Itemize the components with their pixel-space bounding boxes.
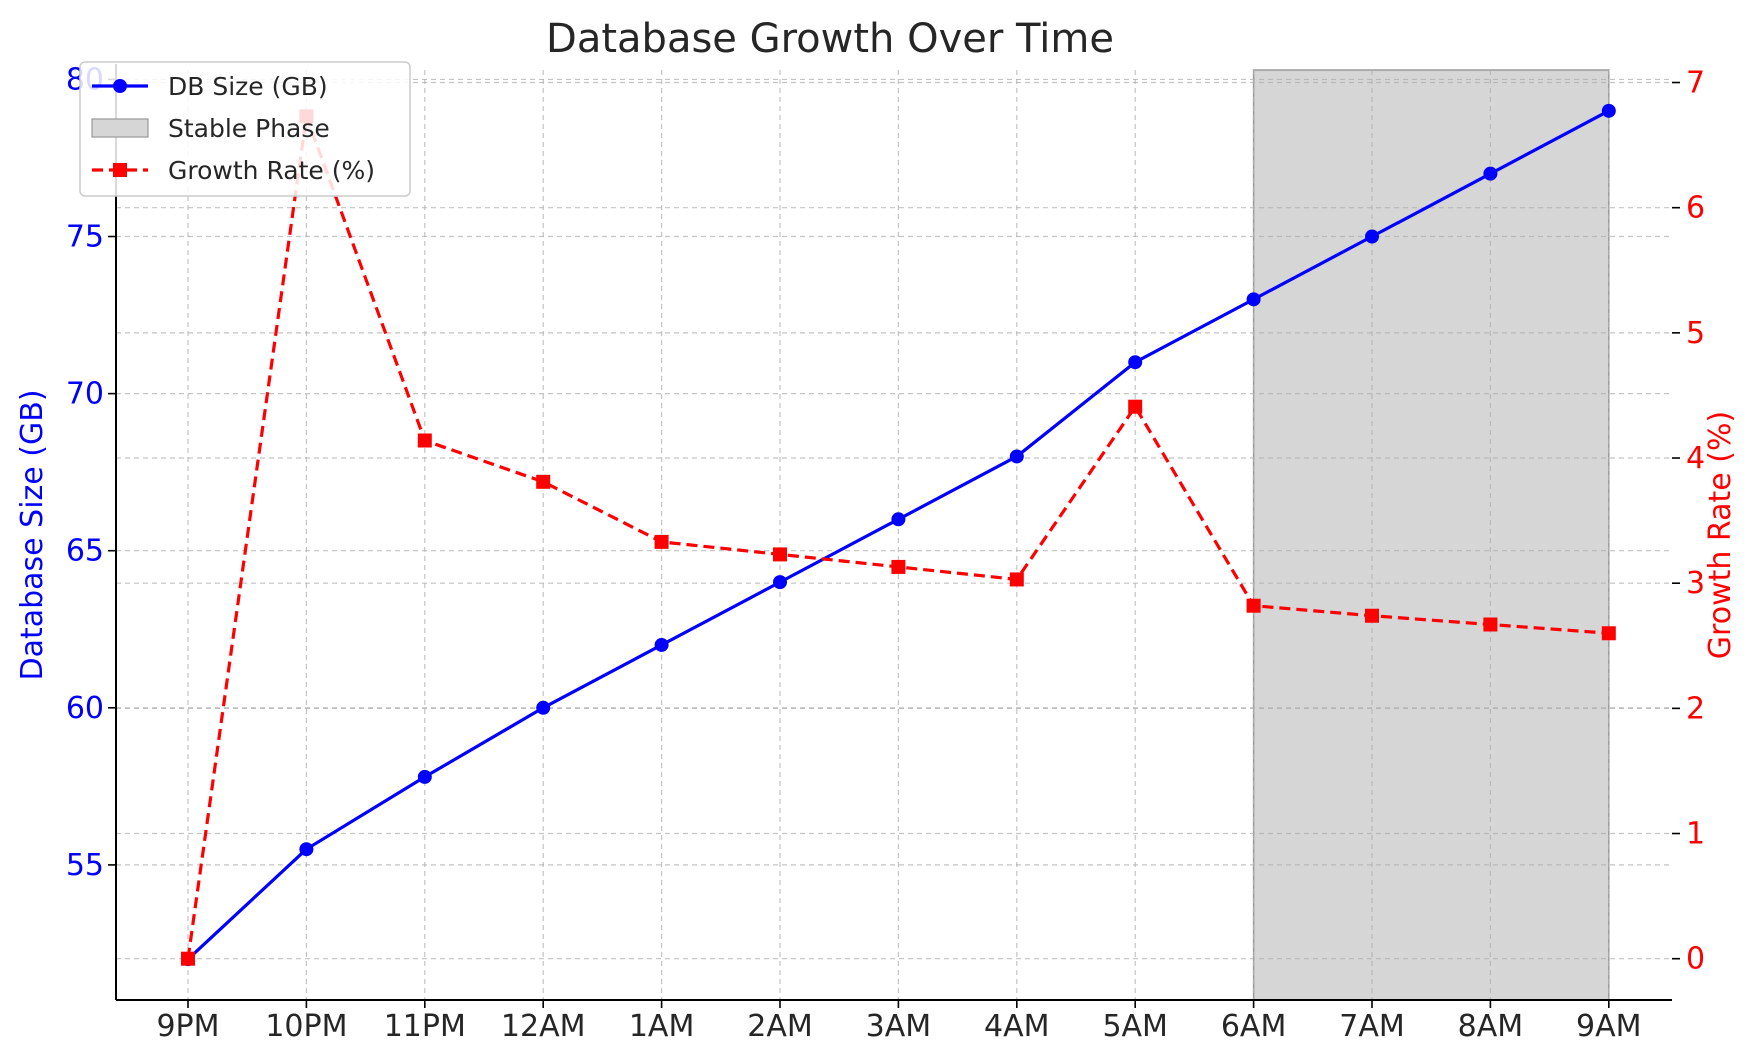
data-point [417,769,432,784]
data-point [536,700,551,715]
data-point [1009,572,1024,587]
y-right-tick-label: 4 [1686,441,1705,476]
series-layer [181,103,1616,967]
data-point [1246,292,1261,307]
legend-label: Stable Phase [168,114,330,143]
legend-swatch [91,118,149,138]
x-tick-label: 2AM [747,1009,813,1044]
data-point [654,637,669,652]
x-tick-label: 11PM [384,1009,466,1044]
data-point [1601,103,1616,118]
legend-marker [113,79,127,93]
y-right-tick-label: 3 [1686,566,1705,601]
x-tick-label: 1AM [629,1009,695,1044]
x-tick-label: 9PM [156,1009,219,1044]
x-tick-label: 6AM [1221,1009,1287,1044]
y-axis-left-label: Database Size (GB) [15,389,50,680]
legend-label: DB Size (GB) [168,72,328,101]
y-right-tick-label: 0 [1686,942,1705,977]
x-tick-label: 7AM [1339,1009,1405,1044]
y-left-tick-label: 65 [66,534,104,569]
y-left-tick-label: 70 [66,377,104,412]
y-right-tick-label: 5 [1686,316,1705,351]
data-point [417,433,432,448]
grid-layer [116,70,1672,1000]
data-point [773,547,787,562]
data-point [1246,598,1261,613]
y-left-tick-label: 60 [66,691,104,726]
y-right-tick-label: 2 [1686,691,1705,726]
x-tick-label: 8AM [1458,1009,1524,1044]
data-point [1009,449,1024,464]
data-point [654,534,669,549]
shaded-region [1252,69,1610,1001]
data-point [1128,355,1143,370]
data-point [536,474,551,489]
data-point [1601,626,1616,641]
data-point [181,951,195,966]
y-left-tick-label: 75 [66,220,104,255]
x-tick-label: 3AM [866,1009,932,1044]
legend-label: Growth Rate (%) [168,156,375,185]
x-tick-label: 5AM [1102,1009,1168,1044]
y-right-tick-label: 1 [1686,817,1705,852]
legend: DB Size (GB) Stable Phase Growth Rate (%) [79,61,411,197]
y-axis-right-label: Growth Rate (%) [1703,411,1738,659]
data-point [1483,617,1498,632]
data-point [773,575,787,590]
data-point [1483,166,1498,181]
x-tick-label: 10PM [265,1009,347,1044]
x-tick-label: 12AM [501,1009,586,1044]
shaded-region-layer [1252,69,1610,1001]
y-right-tick-label: 6 [1686,191,1705,226]
data-point [1365,229,1379,244]
chart-title: Database Growth Over Time [546,16,1114,62]
data-point [891,512,906,527]
legend-marker [113,163,127,177]
y-right-tick-label: 7 [1686,66,1705,101]
x-tick-label: 4AM [984,1009,1050,1044]
x-tick-label: 9AM [1576,1009,1642,1044]
data-point [299,842,314,857]
data-point [1365,608,1379,623]
legend-box [79,61,411,197]
y-left-tick-label: 55 [66,848,104,883]
data-point [891,559,906,574]
data-point [1128,399,1143,414]
